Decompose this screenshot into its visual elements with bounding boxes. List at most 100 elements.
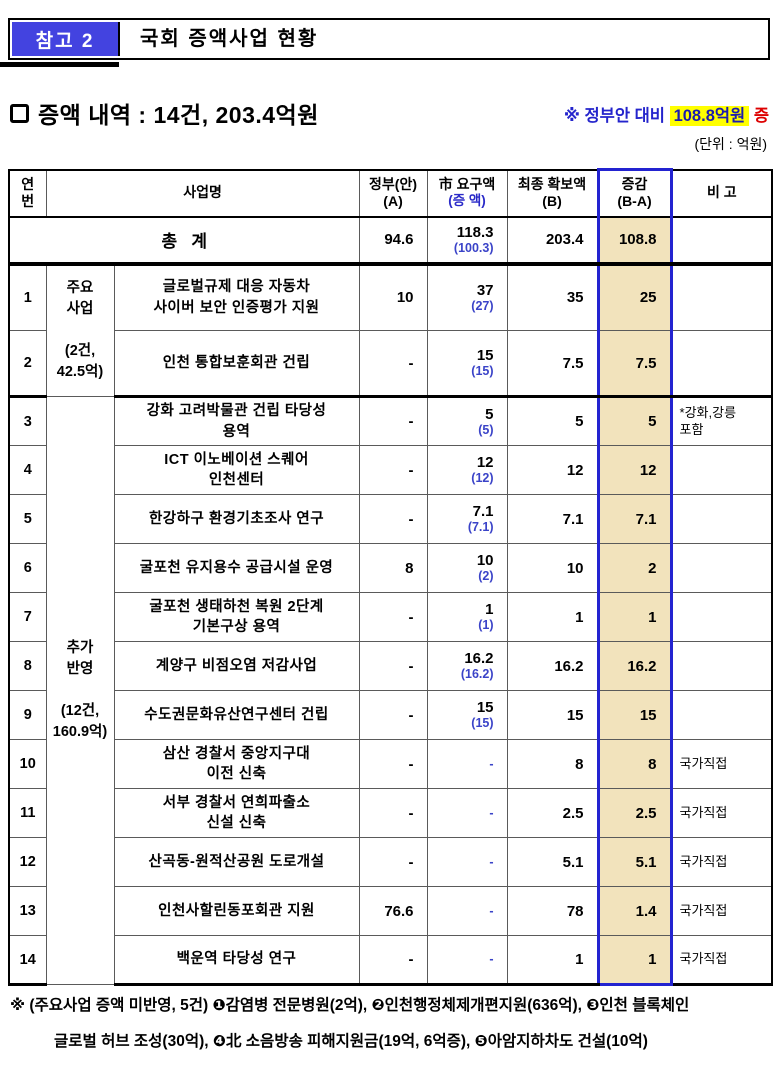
gov-amount: - (358, 330, 428, 398)
remark (670, 641, 773, 691)
request-sub: - (489, 903, 494, 918)
summary-heading-row: 증액 내역 : 14건, 203.4억원 (10, 96, 769, 130)
final-amount: 10 (506, 543, 599, 593)
request-main: 15 (476, 699, 494, 717)
total-final: 203.4 (506, 216, 599, 266)
comparison-highlight-amount: 108.8억원 (669, 106, 750, 126)
row-no: 4 (8, 445, 47, 495)
project-name: 백운역 타당성 연구 (113, 935, 360, 986)
project-name: 굴포천 유지용수 공급시설 운영 (113, 543, 360, 593)
row-no: 11 (8, 788, 47, 838)
project-name: 강화 고려박물관 건립 타당성 용역 (113, 396, 360, 446)
gov-amount: 8 (358, 543, 428, 593)
comparison-increase-label: 증 (749, 107, 769, 125)
request-sub: (5) (478, 422, 494, 437)
total-row: 총 계 94.6 118.3 (100.3) 203.4 108.8 (8, 216, 773, 266)
total-request: 118.3 (100.3) (426, 216, 508, 266)
request-amount: - (426, 739, 508, 789)
total-label: 총 계 (8, 216, 360, 266)
diff-amount: 2 (596, 543, 673, 593)
final-amount: 12 (506, 445, 599, 495)
total-request-sub: (100.3) (453, 240, 494, 255)
table-row: 9 수도권문화유산연구센터 건립 - 15 (15) 15 15 (8, 690, 773, 740)
table-row: 11 서부 경찰서 연희파출소 신설 신축 - - 2.5 2.5 국가직접 (8, 788, 773, 838)
request-main: 10 (476, 552, 494, 570)
diff-amount: 7.5 (596, 330, 673, 398)
summary-heading: 증액 내역 : 14건, 203.4억원 (38, 102, 319, 128)
group-main-projects: 주요 사업 (2건, 42.5억) (45, 263, 115, 397)
project-name: 인천 통합보훈회관 건립 (113, 330, 360, 398)
diff-amount: 25 (596, 263, 673, 331)
diff-amount: 1 (596, 935, 673, 986)
remark (670, 445, 773, 495)
project-name: 수도권문화유산연구센터 건립 (113, 690, 360, 740)
remark: 국가직접 (670, 886, 773, 936)
row-no: 2 (8, 330, 47, 398)
request-amount: 5 (5) (426, 396, 508, 446)
col-header-request-main: 市 요구액 (438, 175, 496, 192)
table-row: 2 인천 통합보훈회관 건립 - 15 (15) 7.5 7.5 (8, 330, 773, 398)
table-row: 13 인천사할린동포회관 지원 76.6 - 78 1.4 국가직접 (8, 886, 773, 936)
reference-badge: 참고 2 (12, 22, 120, 56)
remark (670, 494, 773, 544)
request-amount: 7.1 (7.1) (426, 494, 508, 544)
budget-table: 연 번 사업명 정부(안) (A) 市 요구액 (증 액) 최종 확보액 (B) … (8, 168, 774, 986)
request-sub: (2) (478, 569, 494, 584)
final-amount: 35 (506, 263, 599, 331)
table-row: 8 계양구 비점오염 저감사업 - 16.2 (16.2) 16.2 16.2 (8, 641, 773, 691)
request-sub: (1) (478, 618, 494, 633)
final-amount: 16.2 (506, 641, 599, 691)
col-header-diff: 증감 (B-A) (596, 168, 673, 218)
request-amount: 15 (15) (426, 690, 508, 740)
project-name: 한강하구 환경기초조사 연구 (113, 494, 360, 544)
gov-amount: - (358, 445, 428, 495)
square-bullet-icon (10, 103, 29, 123)
page-title: 국회 증액사업 현황 (140, 28, 319, 50)
project-name: 글로벌규제 대응 자동차 사이버 보안 인증평가 지원 (113, 263, 360, 331)
request-amount: 1 (1) (426, 592, 508, 642)
diff-amount: 7.1 (596, 494, 673, 544)
request-amount: 16.2 (16.2) (426, 641, 508, 691)
request-sub: (7.1) (467, 520, 494, 535)
gov-amount: - (358, 494, 428, 544)
final-amount: 2.5 (506, 788, 599, 838)
remark: *강화,강릉 포함 (670, 396, 773, 446)
project-name: 계양구 비점오염 저감사업 (113, 641, 360, 691)
diff-amount: 8 (596, 739, 673, 789)
table-row: 7 굴포천 생태하천 복원 2단계 기본구상 용역 - 1 (1) 1 1 (8, 592, 773, 642)
request-sub: - (489, 756, 494, 771)
row-no: 12 (8, 837, 47, 887)
request-main: 7.1 (472, 503, 494, 521)
request-sub: (12) (471, 471, 494, 486)
table-row: 12 산곡동-원적산공원 도로개설 - - 5.1 5.1 국가직접 (8, 837, 773, 887)
project-name: 인천사할린동포회관 지원 (113, 886, 360, 936)
project-name: 서부 경찰서 연희파출소 신설 신축 (113, 788, 360, 838)
remark (670, 263, 773, 331)
final-amount: 8 (506, 739, 599, 789)
gov-comparison-note: ※ 정부안 대비 108.8억원 증 (564, 102, 769, 126)
gov-amount: - (358, 641, 428, 691)
col-header-gov: 정부(안) (A) (358, 169, 428, 218)
table-row: 14 백운역 타당성 연구 - - 1 1 국가직접 (8, 935, 773, 986)
group-additional-projects: 추가 반영 (12건, 160.9억) (45, 396, 115, 985)
remark (670, 330, 773, 398)
project-name: 굴포천 생태하천 복원 2단계 기본구상 용역 (113, 592, 360, 642)
title-box: 참고 2 국회 증액사업 현황 (8, 18, 770, 60)
comparison-prefix: ※ 정부안 대비 (563, 107, 670, 125)
gov-amount: - (358, 935, 428, 986)
footnote: ※ (주요사업 증액 미반영, 5건) ❶감염병 전문병원(2억), ❷인천행정… (8, 995, 773, 1054)
unit-note: (단위 : 억원) (694, 136, 767, 152)
final-amount: 5.1 (506, 837, 599, 887)
remark (670, 690, 773, 740)
request-main: 1 (485, 601, 494, 619)
request-amount: - (426, 935, 508, 986)
request-main: 37 (476, 281, 494, 299)
table-row: 3 추가 반영 (12건, 160.9억) 강화 고려박물관 건립 타당성 용역… (8, 396, 773, 985)
gov-amount: 76.6 (358, 886, 428, 936)
request-amount: 15 (15) (426, 330, 508, 398)
table-header-row: 연 번 사업명 정부(안) (A) 市 요구액 (증 액) 최종 확보액 (B) … (8, 168, 773, 218)
request-sub: (15) (471, 364, 494, 379)
project-name: ICT 이노베이션 스퀘어 인천센터 (113, 445, 360, 495)
row-no: 6 (8, 543, 47, 593)
diff-amount: 15 (596, 690, 673, 740)
